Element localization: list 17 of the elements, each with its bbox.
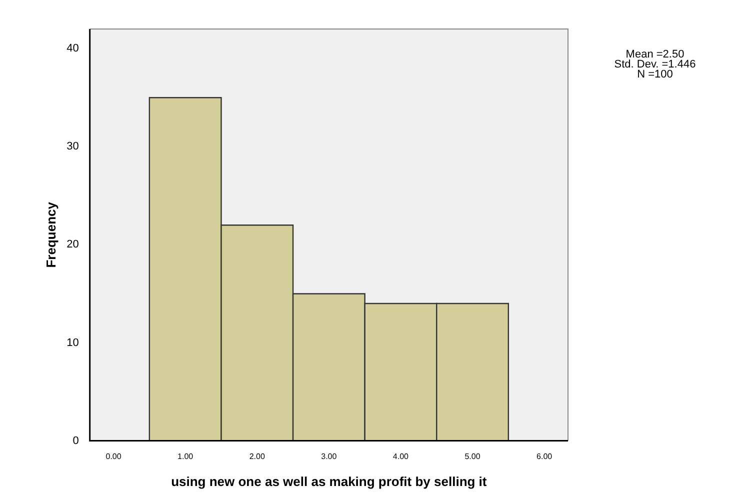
x-tick-label: 3.00 xyxy=(321,452,338,461)
x-tick-label: 1.00 xyxy=(178,452,194,461)
x-tick-label: 2.00 xyxy=(249,452,266,461)
x-tick-label: 4.00 xyxy=(392,452,410,461)
y-tick-label: 40 xyxy=(66,42,79,55)
x-axis-title: using new one as well as making profit by selling it xyxy=(171,474,488,489)
x-tick-label: 6.00 xyxy=(536,452,553,461)
y-tick-label: 20 xyxy=(66,238,79,251)
text: Std. Dev. =1.446 xyxy=(614,58,696,71)
x-tick-label: 5.00 xyxy=(464,452,481,461)
y-tick-label: 0 xyxy=(72,434,79,447)
y-tick-label: 30 xyxy=(66,140,79,153)
x-tick-label: 0.00 xyxy=(106,452,122,461)
text: Mean =2.50 xyxy=(626,48,684,61)
y-tick-label: 10 xyxy=(66,336,79,349)
text: N =100 xyxy=(637,68,673,81)
y-axis-title: Frequency xyxy=(43,201,58,268)
